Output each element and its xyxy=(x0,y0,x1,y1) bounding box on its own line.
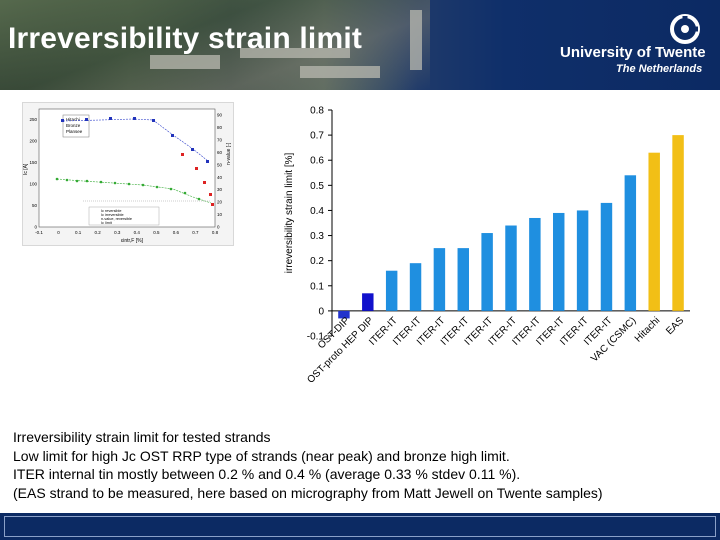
inset-legend-hitachi: Hitachi xyxy=(66,117,80,122)
chart-bar xyxy=(600,202,613,311)
inset-x-tick-label: 0 xyxy=(57,230,60,235)
inset-y2-tick-label: 70 xyxy=(217,138,223,143)
chart-y-tick-label: 0.6 xyxy=(310,156,324,167)
inset-y2-tick-label: 80 xyxy=(217,125,223,130)
inset-x-tick-label: 0.6 xyxy=(173,230,180,235)
university-name: University of Twente xyxy=(560,44,706,61)
inset-legend-item: Ic limit xyxy=(101,221,113,225)
chart-x-tick-label: Hitachi xyxy=(633,315,662,344)
inset-y-tick-label: 200 xyxy=(29,139,37,144)
inset-x-tick-label: -0.1 xyxy=(35,230,43,235)
chart-bar xyxy=(457,248,469,311)
note-line: Low limit for high Jc OST RRP type of st… xyxy=(13,447,510,464)
footer-bar xyxy=(0,513,720,540)
inset-x-ticks: -0.1 0 0.1 0.2 0.3 0.4 0.5 0.6 0.7 0.8 xyxy=(35,230,219,235)
chart-bar xyxy=(624,175,637,311)
chart-bar xyxy=(338,310,350,319)
main-chart: irreversibility strain limit [%] -0.1 0 0.… xyxy=(280,96,700,416)
inset-y2-tick-label: 0 xyxy=(217,225,220,230)
inset-x-tick-label: 0.1 xyxy=(75,230,82,235)
chart-bar xyxy=(529,217,541,311)
inset-y2-tick-label: 30 xyxy=(217,187,223,192)
footer-frame xyxy=(4,516,716,537)
chart-y-tick-label: 0.2 xyxy=(310,256,324,267)
inset-ylabel: Ic [A] xyxy=(23,163,29,175)
chart-bar xyxy=(409,263,422,311)
inset-x-tick-label: 0.8 xyxy=(212,230,219,235)
chart-bar xyxy=(385,270,398,311)
inset-y-tick-label: 50 xyxy=(32,203,38,208)
inset-chart: 0 50 100 150 200 250 0 10 20 30 40 50 60 70 80 90 -0.1… xyxy=(22,102,234,246)
notes-text: Irreversibility strain limit for tested … xyxy=(13,428,713,502)
inset-y2-tick-label: 90 xyxy=(217,113,223,118)
chart-x-tick-label: EAS xyxy=(664,315,686,337)
inset-y2-ticks: 0 10 20 30 40 50 60 70 80 90 xyxy=(217,113,223,230)
inset-ic-reversible-points xyxy=(61,117,209,163)
note-line: Irreversibility strain limit for tested … xyxy=(13,429,271,445)
university-country: The Netherlands xyxy=(616,63,703,75)
inset-ylabel-right: n-value [-] xyxy=(226,142,232,165)
inset-n-value-points xyxy=(55,177,201,201)
chart-y-tick-label: 0.5 xyxy=(310,181,324,192)
chart-bar xyxy=(576,210,589,311)
inset-ic-irreversible-points xyxy=(181,153,214,206)
inset-legend-item: n-value, reversible xyxy=(101,217,132,221)
inset-x-tick-label: 0.7 xyxy=(192,230,199,235)
inset-y-ticks: 0 50 100 150 200 250 xyxy=(29,117,37,229)
chart-bar xyxy=(553,212,565,311)
chart-y-tick-label: 0.1 xyxy=(310,281,324,292)
chart-bar xyxy=(362,293,374,311)
chart-y-tick-label: 0.3 xyxy=(310,231,324,242)
inset-y-tick-label: 250 xyxy=(29,117,37,122)
inset-legend-bronze: Bronze xyxy=(66,123,81,128)
slide-title: Irreversibility strain limit xyxy=(8,22,363,55)
chart-bar xyxy=(648,152,660,311)
inset-x-tick-label: 0.2 xyxy=(95,230,102,235)
note-line: ITER internal tin mostly between 0.2 % a… xyxy=(13,466,521,482)
inset-legend: Ic reversible Ic irreversible n-value, r… xyxy=(88,206,160,226)
inset-y2-tick-label: 60 xyxy=(217,150,223,155)
inset-chart-svg: 0 50 100 150 200 250 0 10 20 30 40 50 60 70 80 90 -0.1… xyxy=(23,108,232,244)
inset-y-tick-label: 100 xyxy=(29,182,37,187)
inset-y2-tick-label: 10 xyxy=(217,212,223,217)
inset-y-tick-label: 150 xyxy=(29,160,37,165)
inset-legend-item: Ic irreversible xyxy=(101,213,124,217)
university-logo-icon xyxy=(670,14,700,44)
inset-x-tick-label: 0.5 xyxy=(153,230,160,235)
inset-y2-tick-label: 20 xyxy=(217,200,223,205)
chart-bar xyxy=(433,248,446,311)
chart-y-tick-label: -0.1 xyxy=(307,332,325,343)
aerial-building xyxy=(410,10,422,70)
inset-legend-item: Ic reversible xyxy=(101,209,121,213)
chart-y-tick-label: 0.8 xyxy=(310,106,324,117)
inset-xlabel: εintr,F [%] xyxy=(121,238,144,244)
main-chart-svg: irreversibility strain limit [%] -0.1 0 0.… xyxy=(284,106,690,386)
chart-bar xyxy=(505,225,517,311)
chart-bar xyxy=(481,233,493,311)
inset-x-tick-label: 0.3 xyxy=(114,230,121,235)
aerial-building xyxy=(240,48,350,58)
aerial-building xyxy=(150,55,220,69)
chart-bar xyxy=(672,135,684,311)
header-banner: Irreversibility strain limit University … xyxy=(0,0,720,90)
inset-legend-plansee: Plansee xyxy=(66,129,83,134)
inset-x-tick-label: 0.4 xyxy=(134,230,141,235)
inset-y-tick-label: 0 xyxy=(34,225,37,230)
note-line: (EAS strand to be measured, here based o… xyxy=(13,484,603,501)
aerial-building xyxy=(300,66,380,78)
chart-y-tick-label: 0.4 xyxy=(310,206,324,217)
inset-n-value-line xyxy=(56,178,212,204)
inset-y2-tick-label: 50 xyxy=(217,162,223,167)
chart-y-tick-label: 0.7 xyxy=(310,131,324,142)
chart-y-tick-label: 0 xyxy=(318,306,324,317)
inset-y2-tick-label: 40 xyxy=(217,175,223,180)
chart-ylabel: irreversibility strain limit [%] xyxy=(284,152,295,273)
